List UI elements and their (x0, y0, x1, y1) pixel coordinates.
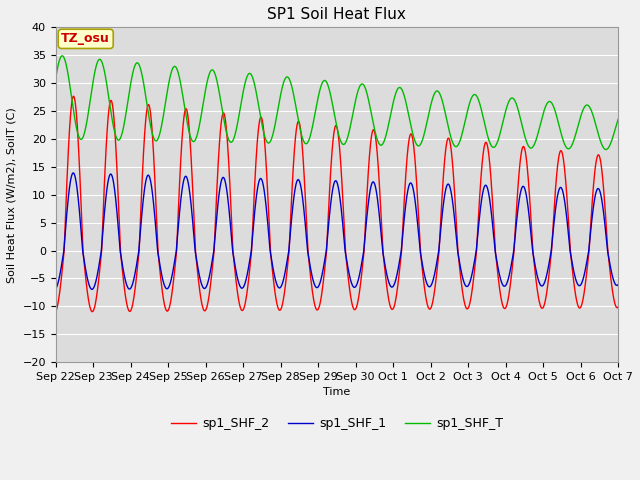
Title: SP1 Soil Heat Flux: SP1 Soil Heat Flux (268, 7, 406, 22)
sp1_SHF_1 (292, 181, 300, 187)
sp1_SHF_2 (88, 309, 96, 314)
Line: sp1_SHF_T: sp1_SHF_T (56, 56, 618, 150)
sp1_SHF_T (116, 136, 124, 142)
sp1_SHF_1 (88, 287, 96, 292)
sp1_SHF_2 (52, 308, 60, 314)
sp1_SHF_T (543, 101, 550, 107)
sp1_SHF_1 (268, 258, 276, 264)
sp1_SHF_1 (543, 272, 550, 277)
sp1_SHF_T (52, 75, 60, 81)
sp1_SHF_1 (604, 247, 611, 252)
sp1_SHF_T (604, 146, 611, 152)
sp1_SHF_T (292, 104, 300, 110)
sp1_SHF_2 (268, 262, 276, 267)
sp1_SHF_T (268, 136, 275, 142)
sp1_SHF_T (602, 147, 610, 153)
sp1_SHF_2 (543, 288, 550, 294)
sp1_SHF_1 (150, 201, 157, 207)
Line: sp1_SHF_2: sp1_SHF_2 (56, 96, 618, 312)
sp1_SHF_2 (604, 241, 611, 247)
sp1_SHF_T (58, 53, 66, 59)
Text: TZ_osu: TZ_osu (61, 32, 110, 45)
Legend: sp1_SHF_2, sp1_SHF_1, sp1_SHF_T: sp1_SHF_2, sp1_SHF_1, sp1_SHF_T (166, 412, 508, 435)
Line: sp1_SHF_1: sp1_SHF_1 (56, 173, 618, 289)
sp1_SHF_2 (116, 243, 124, 249)
sp1_SHF_2 (150, 152, 157, 158)
sp1_SHF_2 (70, 94, 77, 99)
sp1_SHF_1 (69, 170, 77, 176)
sp1_SHF_1 (116, 249, 124, 254)
Y-axis label: Soil Heat Flux (W/m2), SoilT (C): Soil Heat Flux (W/m2), SoilT (C) (7, 107, 17, 283)
sp1_SHF_1 (614, 282, 622, 288)
sp1_SHF_2 (614, 304, 622, 310)
sp1_SHF_2 (292, 128, 300, 134)
X-axis label: Time: Time (323, 387, 351, 397)
sp1_SHF_T (150, 134, 157, 140)
sp1_SHF_T (614, 117, 622, 122)
sp1_SHF_1 (52, 286, 60, 292)
